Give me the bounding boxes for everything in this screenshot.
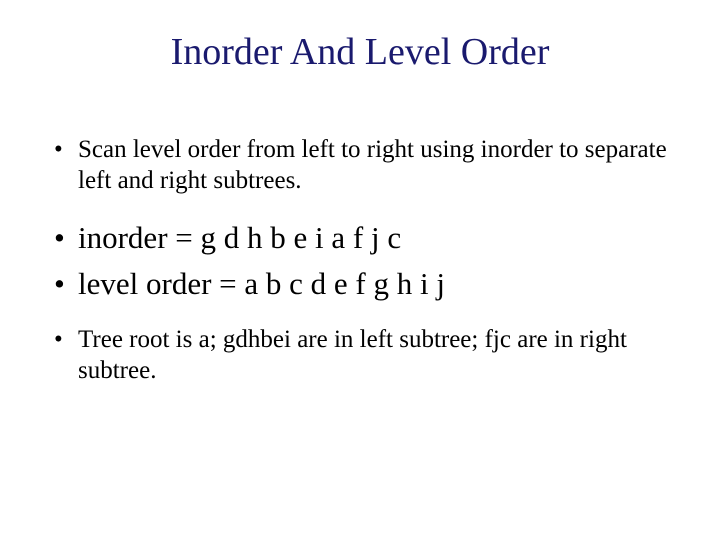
slide-title: Inorder And Level Order [50, 30, 670, 74]
bullet-list: Scan level order from left to right usin… [50, 134, 670, 387]
slide: Inorder And Level Order Scan level order… [0, 0, 720, 540]
bullet-item: Tree root is a; gdhbei are in left subtr… [50, 324, 670, 387]
bullet-item: inorder = g d h b e i a f j c [50, 219, 670, 258]
bullet-item: level order = a b c d e f g h i j [50, 265, 670, 304]
bullet-item: Scan level order from left to right usin… [50, 134, 670, 197]
